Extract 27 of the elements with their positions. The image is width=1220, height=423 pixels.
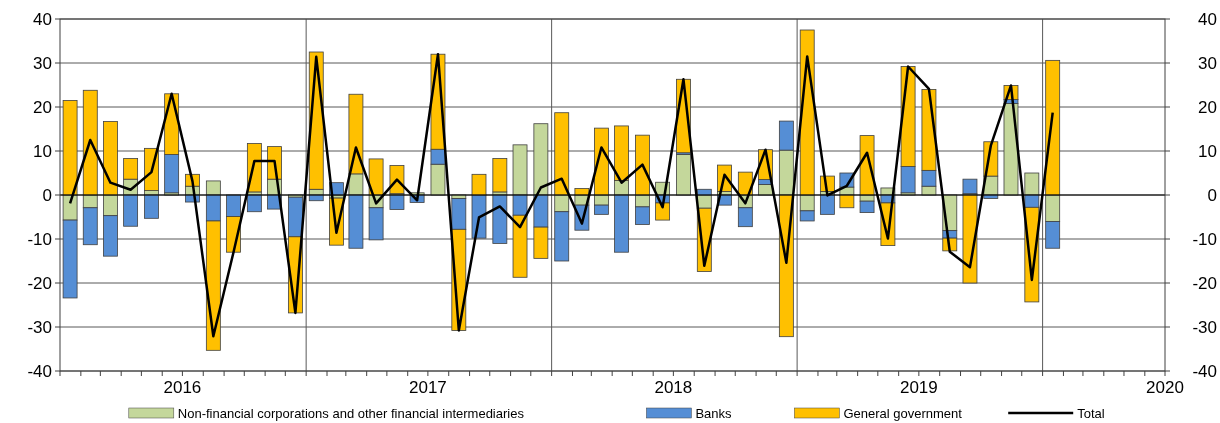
y2-tick-label: 40 [1198, 9, 1217, 29]
y-tick-label: 0 [42, 185, 52, 205]
y-tick-label: 40 [33, 9, 52, 29]
legend-label: Total [1077, 405, 1105, 421]
legend-label: Banks [695, 405, 733, 421]
y-tick-label: 20 [33, 97, 52, 117]
y2-tick-label: 10 [1198, 141, 1217, 161]
x-tick-label: 2020 [1146, 378, 1184, 397]
y2-tick-label: -40 [1192, 361, 1217, 381]
x-tick-label: 2018 [654, 378, 693, 397]
x-tick-label: 2017 [408, 378, 447, 397]
y2-tick-label: 20 [1198, 97, 1217, 117]
y-tick-label: -40 [27, 361, 52, 381]
y2-tick-label: 30 [1198, 53, 1217, 73]
y-tick-label: -10 [27, 229, 52, 249]
y2-tick-label: -30 [1192, 317, 1217, 337]
y-tick-label: -20 [27, 273, 52, 293]
x-tick-label: 2019 [899, 378, 938, 397]
y2-tick-label: -10 [1192, 229, 1217, 249]
y-tick-label: 30 [33, 53, 52, 73]
legend-label: General government [843, 405, 963, 421]
x-tick-label: 2016 [163, 378, 202, 397]
legend-label: Non-financial corporations and other financial intermediaries [177, 405, 525, 421]
y2-tick-label: -20 [1192, 273, 1217, 293]
y-tick-label: -30 [27, 317, 52, 337]
y-tick-label: 10 [33, 141, 52, 161]
y2-tick-label: 0 [1207, 185, 1217, 205]
